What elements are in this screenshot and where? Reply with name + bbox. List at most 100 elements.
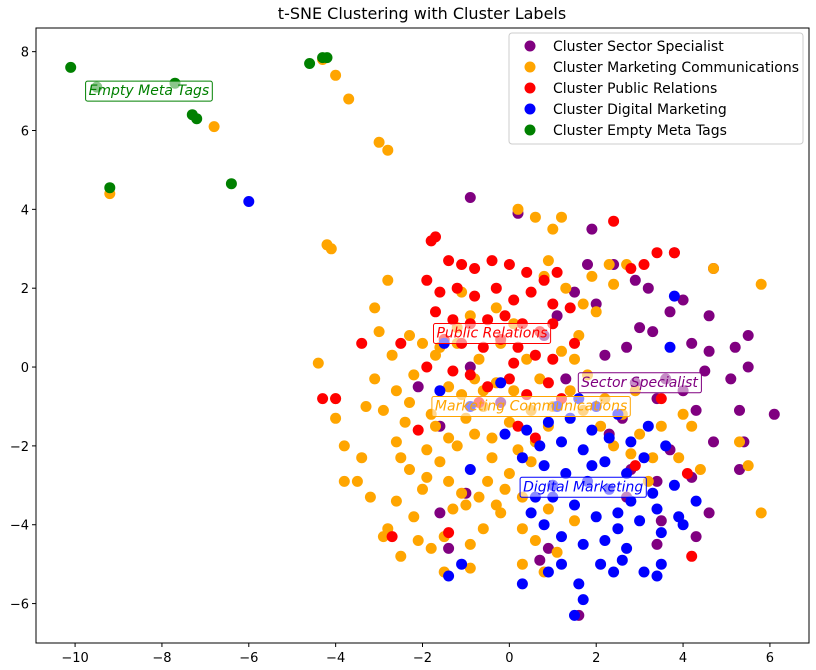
x-tick-label: 4 <box>679 651 687 666</box>
data-point <box>625 495 637 507</box>
data-point <box>512 341 524 353</box>
data-point <box>386 349 398 361</box>
data-point <box>421 444 433 456</box>
data-point <box>521 266 533 278</box>
data-point <box>404 464 415 475</box>
legend-item-cluster-marketing-communications: Cluster Marketing Communications <box>524 60 799 76</box>
legend-box <box>508 32 804 145</box>
data-point <box>573 578 585 590</box>
data-point <box>447 365 459 377</box>
x-tick-label: −4 <box>326 651 345 666</box>
x-tick-label: −8 <box>152 651 171 666</box>
data-point <box>425 542 437 554</box>
data-point <box>621 341 633 353</box>
y-tick-label: 6 <box>21 125 29 140</box>
data-point <box>547 298 559 310</box>
data-point <box>560 282 572 294</box>
annotation-label: Digital Marketing <box>523 479 643 495</box>
data-point <box>577 594 589 606</box>
legend-label: Cluster Public Relations <box>553 81 717 97</box>
data-point <box>590 511 602 523</box>
data-point <box>430 420 441 432</box>
data-point <box>456 259 468 270</box>
data-point <box>529 211 541 223</box>
data-point <box>586 460 598 472</box>
annotation-box <box>85 80 213 102</box>
data-point <box>503 373 515 385</box>
data-point <box>434 456 446 468</box>
data-point <box>390 385 402 397</box>
data-point <box>373 136 385 148</box>
data-point <box>386 531 398 543</box>
data-point <box>742 361 754 373</box>
data-point <box>395 452 407 464</box>
data-point <box>534 440 546 452</box>
data-point <box>538 274 550 286</box>
data-point <box>490 282 502 294</box>
data-point <box>512 420 524 432</box>
data-point <box>499 310 511 322</box>
y-axis-ticks: −6 −4 −2 0 2 4 6 8 <box>10 46 36 613</box>
data-point <box>417 483 428 495</box>
data-point <box>482 381 494 393</box>
data-point <box>516 452 528 464</box>
data-point <box>373 326 385 338</box>
data-point <box>655 420 667 432</box>
data-point <box>503 468 515 479</box>
data-point <box>569 353 580 365</box>
points-layer <box>65 52 780 621</box>
data-point <box>677 408 689 420</box>
data-point <box>634 428 646 440</box>
data-point <box>412 424 424 436</box>
y-tick-label: −4 <box>10 519 29 534</box>
annotation-box <box>433 323 552 344</box>
data-point <box>516 558 528 570</box>
data-point <box>755 507 767 519</box>
annotation-label: Sector Specialist <box>581 375 698 391</box>
data-point <box>469 428 481 440</box>
data-point <box>612 523 624 535</box>
data-point <box>586 424 598 436</box>
data-point <box>451 282 463 294</box>
series-cluster-empty-meta-tags <box>65 52 333 194</box>
x-tick-label: 0 <box>505 651 513 666</box>
data-point <box>690 404 702 416</box>
data-point <box>590 298 602 310</box>
data-point <box>742 460 754 472</box>
data-point <box>351 475 363 487</box>
data-point <box>668 479 680 491</box>
legend-label: Cluster Digital Marketing <box>553 102 727 118</box>
data-point <box>443 527 455 539</box>
legend: Cluster Sector Specialist Cluster Marketi… <box>508 32 804 145</box>
data-point <box>512 203 524 215</box>
data-point <box>647 487 659 499</box>
data-point <box>430 306 441 318</box>
data-point <box>525 456 537 468</box>
chart-title: t-SNE Clustering with Cluster Labels <box>278 4 566 23</box>
data-point <box>651 475 663 487</box>
data-point <box>634 515 646 527</box>
data-point <box>460 499 472 511</box>
data-point <box>404 330 415 341</box>
data-point <box>625 448 637 460</box>
data-point <box>321 52 333 64</box>
data-point <box>699 365 711 377</box>
data-point <box>499 428 511 440</box>
data-point <box>577 538 589 550</box>
data-point <box>456 487 468 499</box>
data-point <box>377 404 389 416</box>
data-point <box>390 495 402 507</box>
data-point <box>690 495 702 507</box>
annotation-public-relations: Public Relations <box>433 323 552 344</box>
data-point <box>538 460 550 472</box>
data-point <box>473 491 485 503</box>
data-point <box>547 223 559 235</box>
data-point <box>590 306 602 318</box>
data-point <box>603 259 615 270</box>
data-point <box>686 337 698 349</box>
data-point <box>686 550 698 562</box>
data-point <box>582 259 593 270</box>
data-point <box>542 377 554 389</box>
data-point <box>399 416 411 428</box>
data-point <box>621 542 633 554</box>
